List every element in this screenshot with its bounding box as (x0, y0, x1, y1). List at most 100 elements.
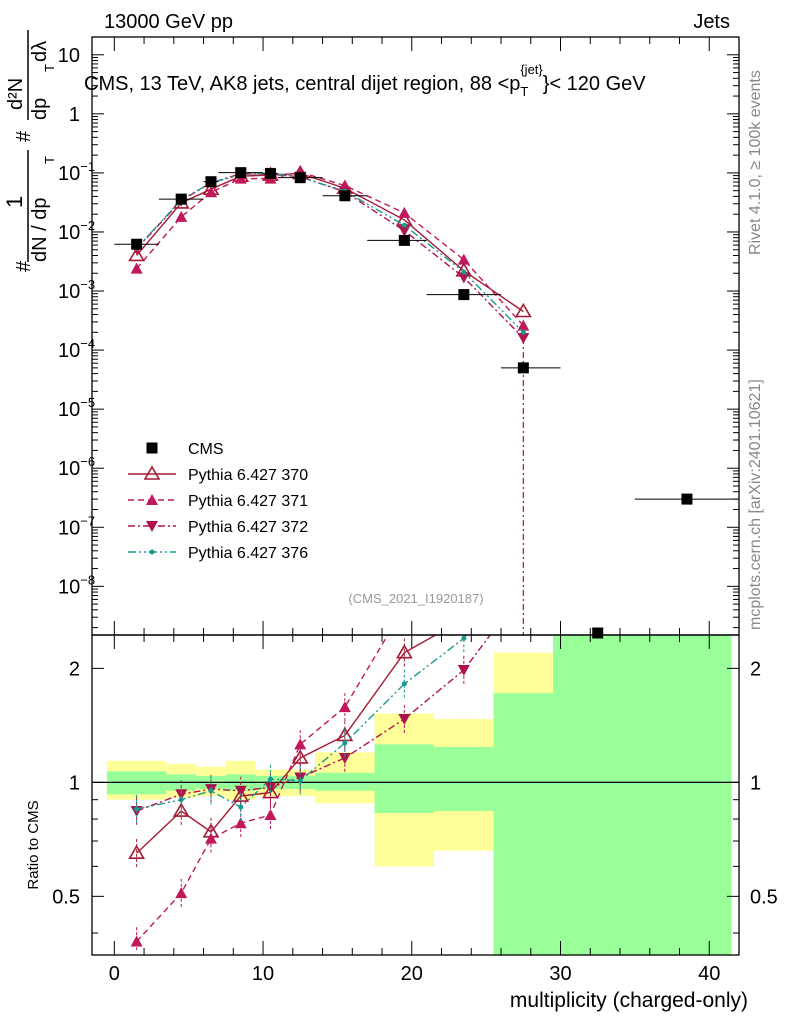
legend-marker (143, 465, 161, 480)
ylabel-dlambda: dλ (29, 41, 51, 62)
ratio-marker (128, 844, 146, 860)
series-line (136, 171, 524, 327)
ratio-marker (457, 665, 470, 677)
plot-title: CMS, 13 TeV, AK8 jets, central dijet reg… (84, 62, 646, 99)
data-marker (339, 190, 351, 202)
ratio-y-tick-label: 0.5 (52, 886, 80, 908)
data-marker (264, 167, 276, 179)
y-tick-label-exponent: −6 (80, 454, 95, 469)
y-tick-label: 10−5 (58, 395, 95, 421)
ratio-marker (234, 785, 247, 797)
main-ylabel: # 1 dN / dp T # d²N dp T dλ (2, 30, 57, 272)
ratio-marker (457, 612, 471, 624)
y-tick-label: 10−4 (58, 336, 95, 362)
ratio-ylabel: Ratio to CMS (25, 800, 42, 889)
y-tick-label-base: 10 (58, 222, 80, 244)
legend: CMS Pythia 6.427 370 Pythia 6.427 371 Pythi… (128, 441, 308, 562)
x-axis-label: multiplicity (charged-only) (510, 989, 748, 1012)
series-line (136, 172, 524, 313)
y-tick-label-base: 10 (58, 281, 80, 303)
stat-uncertainty-band (493, 693, 554, 955)
y-tick-label-exponent: −4 (80, 336, 95, 351)
y-tick-label: 10−7 (58, 513, 95, 539)
ratio-marker (294, 738, 307, 750)
stat-uncertainty-band (553, 635, 732, 955)
data-marker (458, 289, 470, 301)
ratio-marker (175, 887, 188, 899)
energy-label: 13000 GeV pp (104, 11, 233, 33)
ylabel-hash2: # (13, 130, 35, 142)
ratio-marker (130, 935, 143, 947)
y-tick-label: 10−8 (58, 572, 95, 598)
ratio-marker (238, 804, 244, 810)
ratio-panel-series (128, 553, 492, 951)
mcplots-label: mcplots.cern.ch [arXiv:2401.10621] (747, 379, 764, 630)
ratio-marker (267, 776, 273, 782)
series-marker (457, 253, 470, 265)
ratio-marker (338, 752, 351, 764)
legend-marker (146, 521, 158, 532)
data-marker (592, 627, 604, 639)
data-marker (235, 167, 247, 179)
y-tick-label-base: 10 (58, 399, 80, 421)
series-marker (401, 222, 407, 228)
plot-title-end: }< 120 GeV (543, 73, 647, 95)
ratio-marker (232, 787, 250, 802)
data-marker (131, 238, 143, 250)
legend-label: CMS (188, 441, 224, 458)
ratio-marker (297, 778, 303, 784)
y-tick-label: 10 (58, 45, 80, 67)
legend-marker (149, 549, 155, 555)
ylabel-dp: dp (29, 98, 51, 120)
x-tick-label: 10 (252, 963, 274, 985)
ylabel-dn: dN / dp (29, 198, 51, 262)
ylabel-t2: T (42, 64, 57, 72)
series-line (136, 172, 524, 339)
y-tick-label: 10−3 (58, 277, 95, 303)
ylabel-one: 1 (2, 196, 27, 208)
ratio-y-tick-label-right: 0.5 (750, 886, 778, 908)
ratio-marker (291, 749, 309, 764)
y-tick-label-base: 10 (58, 45, 80, 67)
data-marker (294, 172, 306, 184)
series-marker (457, 272, 470, 284)
ratio-marker (395, 644, 413, 659)
main-series-group (114, 164, 739, 635)
ratio-panel-ticks: 0 10 20 30 40 2 2 1 1 0.5 0.5 (52, 37, 778, 985)
ratio-marker (401, 681, 407, 687)
ratio-marker (175, 789, 188, 801)
series-marker (398, 206, 411, 218)
ratio-line (136, 635, 492, 812)
legend-marker (146, 442, 158, 454)
data-marker (398, 234, 410, 246)
rivet-label: Rivet 4.1.0, ≥ 100k events (747, 70, 764, 255)
data-marker (205, 176, 217, 188)
y-tick-label-exponent: −7 (80, 513, 95, 528)
x-tick-label: 0 (109, 963, 120, 985)
ratio-panel-frame (91, 634, 740, 956)
ratio-marker (208, 788, 214, 794)
ratio-series-group (128, 553, 492, 951)
y-tick-label-exponent: −2 (80, 218, 95, 233)
y-tick-label: 10−6 (58, 454, 95, 480)
y-tick-label-base: 10 (58, 163, 80, 185)
ratio-marker (264, 808, 277, 820)
y-tick-label-base: 10 (58, 576, 80, 598)
series-marker (461, 269, 467, 275)
y-tick-label-base: 10 (58, 458, 80, 480)
legend-label: Pythia 6.427 372 (188, 519, 308, 536)
data-marker (175, 193, 187, 205)
y-tick-label-exponent: −3 (80, 277, 95, 292)
y-tick-label-base: 10 (58, 517, 80, 539)
series-marker (204, 186, 217, 198)
ratio-marker (178, 797, 184, 803)
legend-marker (146, 494, 158, 505)
x-tick-label: 20 (401, 963, 423, 985)
y-tick-label-exponent: −8 (80, 572, 95, 587)
ratio-marker (338, 701, 351, 713)
ratio-marker (458, 553, 470, 564)
data-marker (517, 362, 529, 374)
y-tick-label-exponent: −5 (80, 395, 95, 410)
